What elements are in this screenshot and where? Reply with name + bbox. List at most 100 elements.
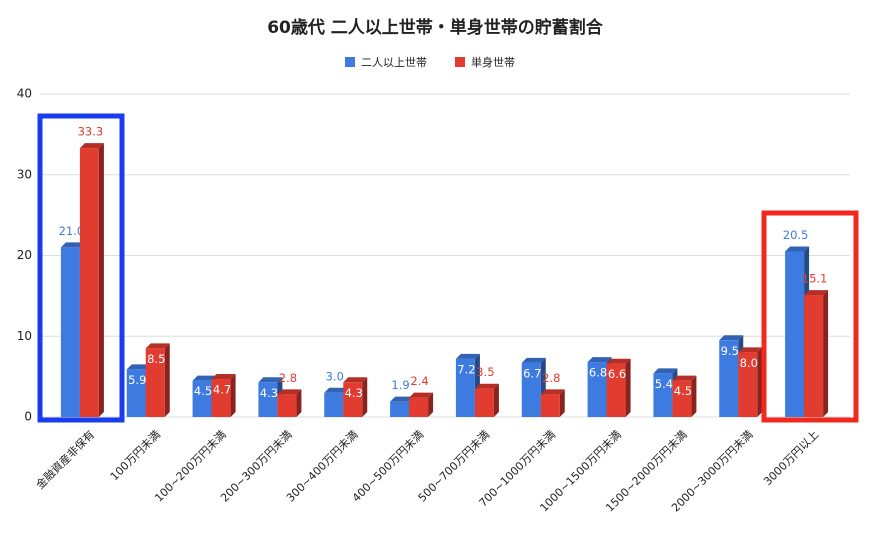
bar-side (296, 389, 302, 417)
value-label: 5.9 (128, 373, 146, 387)
bar-top (455, 353, 480, 359)
value-label: 5.4 (655, 377, 673, 391)
value-label: 4.3 (260, 386, 278, 400)
bar (409, 397, 429, 417)
bar-side (98, 143, 104, 418)
bar-top (324, 387, 349, 393)
bar (277, 394, 297, 417)
value-label: 21.0 (59, 224, 85, 238)
x-tick-label: 200~300万円未満 (218, 428, 295, 505)
value-label: 2.8 (279, 371, 297, 385)
bar (258, 382, 278, 417)
bar-top (277, 389, 302, 395)
bar-top (60, 242, 85, 248)
bar (587, 362, 607, 417)
chart-title: 60歳代 二人以上世帯・単身世帯の貯蓄割合 (267, 17, 604, 38)
bar (738, 352, 758, 417)
highlight-box (37, 113, 125, 423)
legend-swatch (345, 57, 355, 67)
value-label: 3.0 (326, 369, 344, 383)
value-label: 1.9 (391, 378, 409, 392)
bar (606, 363, 626, 417)
bar-side (362, 377, 368, 417)
bar (719, 340, 739, 417)
bar-side (493, 383, 499, 417)
y-tick-label: 40 (17, 87, 32, 101)
value-label: 4.3 (345, 386, 363, 400)
bar-top (258, 377, 283, 383)
bar (343, 382, 363, 417)
bar (455, 358, 475, 417)
value-label: 2.4 (410, 374, 428, 388)
value-label: 7.2 (457, 362, 475, 376)
value-label: 4.5 (674, 384, 692, 398)
bar-top (145, 343, 170, 349)
legend: 二人以上世帯 単身世帯 (345, 55, 515, 69)
bar-top (126, 364, 151, 370)
bar-top (672, 375, 697, 381)
bar-side (625, 358, 631, 417)
bar-top (409, 392, 434, 398)
bar (785, 251, 805, 417)
x-tick-label: 400~500万円未満 (350, 428, 427, 505)
value-label: 8.0 (740, 356, 758, 370)
bar-side (823, 290, 829, 417)
value-label: 15.1 (802, 272, 828, 286)
x-tick-label: 金融資産非保有 (33, 427, 97, 491)
bar (79, 148, 99, 418)
bar-top (343, 377, 368, 383)
bar-top (719, 335, 744, 341)
bar-top (738, 347, 763, 353)
value-label: 9.5 (721, 344, 739, 358)
bar (211, 379, 231, 417)
bar-top (390, 396, 415, 402)
value-label: 6.7 (523, 366, 541, 380)
value-label: 2.8 (542, 371, 560, 385)
bar-side (428, 392, 434, 417)
bar (521, 362, 541, 417)
value-label: 20.5 (783, 228, 809, 242)
value-label: 6.6 (608, 367, 626, 381)
y-tick-label: 10 (17, 329, 32, 343)
x-tick-label: 100万円未満 (108, 428, 163, 483)
bar-top (474, 383, 499, 389)
value-label: 4.7 (213, 383, 231, 397)
value-label: 33.3 (78, 125, 104, 139)
bar-top (192, 375, 217, 381)
y-tick-label: 0 (24, 410, 32, 424)
x-tick-label: 3000万円以上 (761, 428, 821, 488)
y-tick-label: 20 (17, 248, 32, 262)
bar (474, 388, 494, 417)
bar (324, 392, 344, 417)
bar-top (211, 374, 236, 380)
bar-top (804, 290, 829, 296)
x-tick-label: 100~200万円未満 (152, 428, 229, 505)
x-tick-label: 300~400万円未満 (284, 428, 361, 505)
bar (540, 394, 560, 417)
value-label: 3.5 (476, 365, 494, 379)
bar-side (230, 374, 236, 417)
x-tick-label: 500~700万円未満 (416, 428, 493, 505)
bar-side (757, 347, 763, 417)
bar (390, 401, 410, 417)
bar-top (79, 143, 104, 149)
bar (804, 295, 824, 417)
bar-side (164, 343, 170, 417)
bar-side (691, 375, 697, 417)
bar-top (587, 357, 612, 363)
bar-top (653, 368, 678, 374)
bar (653, 373, 673, 417)
legend-label: 二人以上世帯 (361, 56, 427, 69)
bar-top (606, 358, 631, 364)
bar-top (540, 389, 565, 395)
bar-top (785, 246, 810, 252)
legend-swatch (455, 57, 465, 67)
bar (145, 348, 165, 417)
bar-side (559, 389, 565, 417)
value-label: 4.5 (194, 384, 212, 398)
value-label: 6.8 (589, 366, 607, 380)
bar (192, 380, 212, 417)
y-tick-label: 30 (17, 167, 32, 181)
value-label: 8.5 (147, 352, 165, 366)
